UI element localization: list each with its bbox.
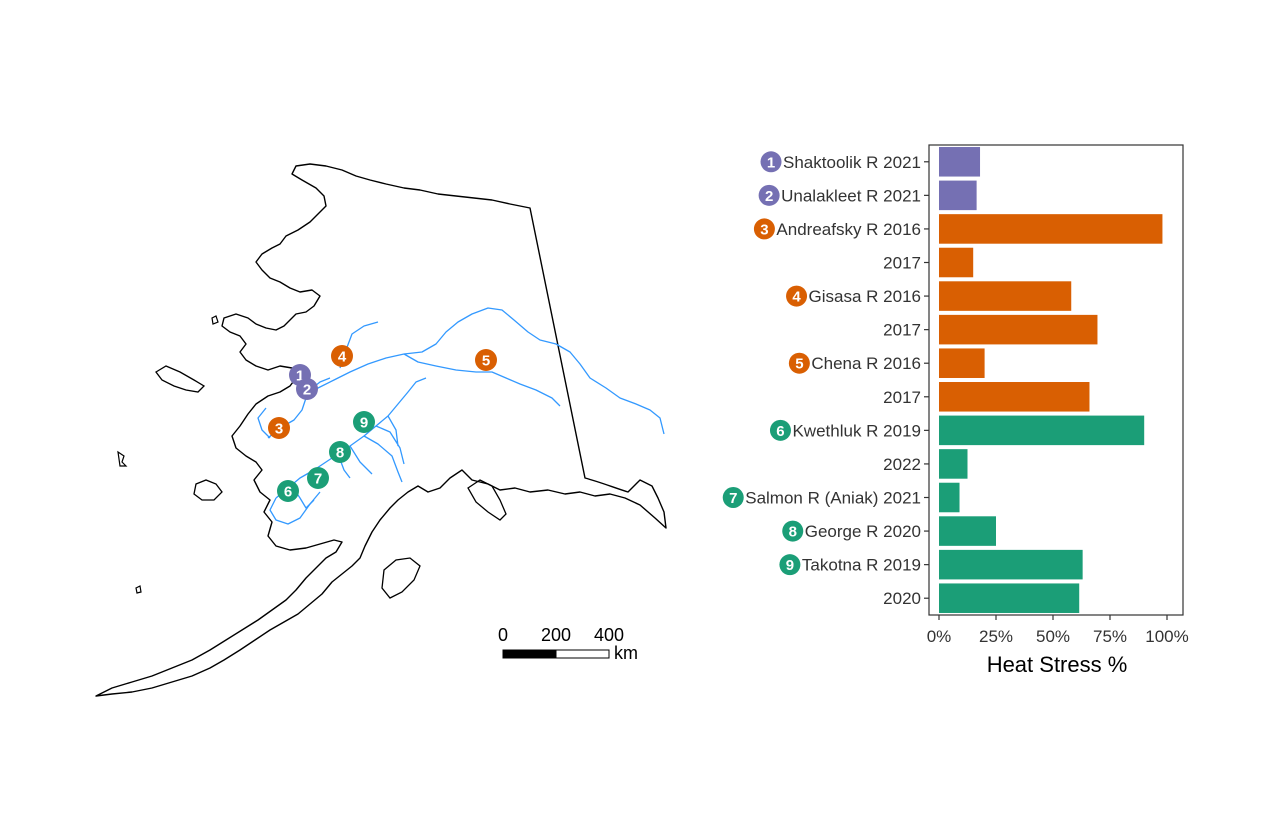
rivers — [257, 307, 665, 525]
site-marker-6: 6 — [277, 480, 299, 502]
bar-14 — [939, 583, 1080, 613]
heat-stress-bar-chart: Shaktoolik R 2021 1 Unalakleet R 2021 2Andr… — [722, 144, 1189, 677]
svg-text:7: 7 — [314, 471, 322, 488]
scale-bar: 0 200 400 km — [498, 625, 638, 663]
y-label-marker-4 — [786, 285, 808, 307]
y-tick-label-7: Chena R 2016 — [811, 354, 921, 373]
y-label-marker-number-6: 6 — [776, 423, 784, 440]
y-tick-label-4: 2017 — [883, 254, 921, 273]
x-tick-label-5: 100% — [1145, 627, 1188, 646]
small-island-b — [211, 315, 219, 325]
y-tick-label-6: 2017 — [883, 321, 921, 340]
site-marker-7: 7 — [307, 467, 329, 489]
small-island-a — [117, 450, 128, 467]
svg-text:2: 2 — [303, 382, 311, 399]
site-marker-3: 3 — [268, 417, 290, 439]
bar-9 — [939, 415, 1145, 446]
small-island-c — [135, 585, 142, 594]
bar-6 — [939, 314, 1098, 345]
y-label-marker-number-2: 2 — [765, 188, 773, 205]
y-axis: Shaktoolik R 2021 1 Unalakleet R 2021 2Andr… — [722, 151, 929, 608]
bars — [939, 147, 1163, 613]
nunivak-island — [193, 479, 223, 501]
site-marker-5: 5 — [475, 349, 497, 371]
y-tick-label-1: Shaktoolik R 2021 — [783, 153, 921, 172]
y-label-marker-8 — [782, 520, 804, 542]
bar-5 — [939, 281, 1072, 311]
y-tick-label-14: 2020 — [883, 589, 921, 608]
bar-13 — [939, 549, 1083, 580]
svg-text:4: 4 — [338, 349, 347, 366]
svg-text:8: 8 — [336, 445, 344, 462]
st-lawrence-island — [155, 365, 206, 393]
tanana-river — [403, 353, 561, 407]
scale-label-0: 0 — [498, 625, 508, 645]
y-tick-label-13: Takotna R 2019 — [802, 556, 921, 575]
bar-12 — [939, 516, 996, 546]
y-tick-label-5: Gisasa R 2016 — [809, 287, 921, 306]
y-tick-label-11: Salmon R (Aniak) 2021 — [745, 489, 921, 508]
scale-unit: km — [614, 643, 638, 663]
svg-text:1: 1 — [296, 368, 304, 385]
alaska-coastline — [95, 163, 667, 697]
y-label-marker-6 — [769, 419, 791, 441]
svg-text:6: 6 — [284, 484, 292, 501]
svg-text:5: 5 — [482, 353, 490, 370]
y-label-marker-number-8: 8 — [789, 524, 797, 541]
site-marker-8: 8 — [329, 441, 351, 463]
svg-text:3: 3 — [275, 421, 283, 438]
yukon-river — [267, 307, 665, 439]
bar-3 — [939, 214, 1163, 244]
y-tick-label-12: George R 2020 — [805, 522, 921, 541]
kodiak-island — [381, 557, 421, 599]
y-label-marker-2 — [758, 184, 780, 206]
y-tick-label-2: Unalakleet R 2021 — [781, 186, 921, 205]
site-marker-4: 4 — [331, 345, 353, 367]
bar-8 — [939, 382, 1090, 412]
kuskokwim-river — [275, 377, 427, 499]
scale-label-400: 400 — [594, 625, 624, 645]
bar-10 — [939, 449, 968, 479]
y-tick-label-8: 2017 — [883, 388, 921, 407]
bar-1 — [939, 147, 981, 177]
x-axis: 0% 25% 50% 75% 100% — [927, 615, 1189, 646]
y-label-marker-number-7: 7 — [729, 490, 737, 507]
y-label-marker-number-4: 4 — [792, 289, 801, 306]
bar-2 — [939, 180, 977, 211]
y-label-marker-number-3: 3 — [760, 221, 768, 238]
y-tick-label-3: Andreafsky R 2016 — [776, 220, 921, 239]
bar-4 — [939, 247, 974, 278]
x-tick-label-3: 50% — [1036, 627, 1070, 646]
scale-bar-white-segment — [555, 649, 610, 659]
x-tick-label-4: 75% — [1093, 627, 1127, 646]
scale-bar-black-segment — [502, 649, 557, 659]
bar-11 — [939, 482, 960, 513]
y-label-marker-number-5: 5 — [795, 356, 803, 373]
kuskokwim-branches — [337, 415, 405, 483]
y-label-marker-7 — [722, 487, 744, 508]
alexander-archipelago — [467, 479, 507, 521]
plot-panel-border — [928, 144, 1184, 616]
site-markers: 1 2 3 4 5 6 7 — [268, 345, 497, 502]
x-axis-title: Heat Stress % — [987, 652, 1128, 677]
svg-text:9: 9 — [360, 415, 368, 432]
y-tick-label-10: 2022 — [883, 455, 921, 474]
y-label-marker-3 — [753, 218, 775, 240]
y-label-marker-number-9: 9 — [786, 557, 794, 574]
y-label-marker-9 — [779, 554, 801, 576]
scale-label-200: 200 — [541, 625, 571, 645]
x-tick-label-1: 0% — [927, 627, 952, 646]
andreafsky-river — [257, 407, 271, 439]
y-tick-label-9: Kwethluk R 2019 — [792, 421, 921, 440]
site-marker-9: 9 — [353, 411, 375, 433]
y-label-marker-1 — [760, 151, 782, 173]
x-tick-label-2: 25% — [979, 627, 1013, 646]
bar-7 — [939, 348, 985, 378]
y-label-marker-number-1: 1 — [767, 154, 775, 171]
alaska-map: 1 2 3 4 5 6 7 — [95, 163, 667, 697]
y-label-marker-5 — [788, 352, 810, 374]
site-marker-2: 2 — [296, 378, 318, 400]
